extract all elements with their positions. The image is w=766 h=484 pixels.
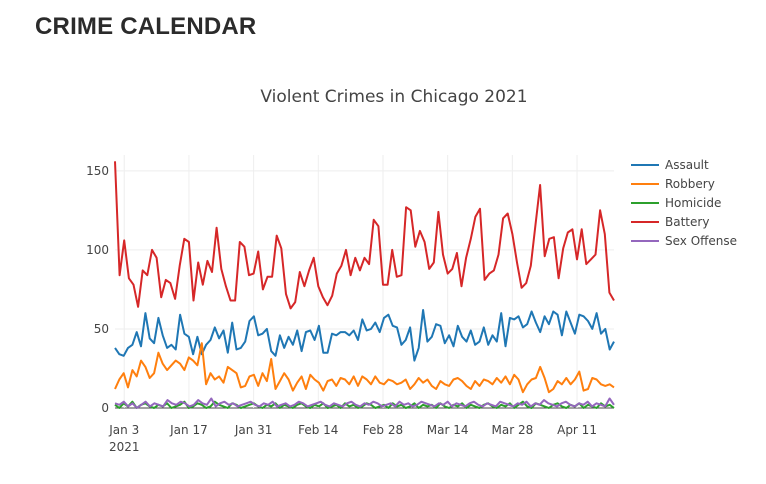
chart-title: Violent Crimes in Chicago 2021 [260,87,527,107]
x-axis: Jan 3 2021 Jan 17 Jan 31 Feb 14 Feb 28 Mar 14 M… [108,423,597,454]
y-tick-label: 0 [101,401,109,415]
series-line-assault [114,309,615,362]
x-tick-label: Mar 28 [491,423,533,437]
legend-item-battery[interactable]: Battery [631,215,709,229]
legend-item-homicide[interactable]: Homicide [631,196,721,210]
x-tick-label: Feb 28 [363,423,403,437]
y-tick-label: 100 [86,243,109,257]
x-tick-label: Jan 17 [169,423,208,437]
series-line-sex-offense [114,397,615,409]
x-tick-label: Jan 31 [234,423,273,437]
y-axis: 0 50 100 150 [86,164,109,415]
page-title: CRIME CALENDAR [35,13,257,40]
y-tick-label: 150 [86,164,109,178]
series-line-battery [114,161,615,310]
legend-label: Battery [665,215,709,229]
x-tick-label: Feb 14 [298,423,338,437]
chart-legend[interactable]: Assault Robbery Homicide Battery Sex Offense [631,158,737,248]
legend-label: Sex Offense [665,234,737,248]
legend-label: Assault [665,158,709,172]
y-tick-label: 50 [94,322,109,336]
series-line-homicide [114,400,615,409]
chart-plot-area [114,161,615,409]
x-tick-label: Jan 3 [108,423,139,437]
legend-item-robbery[interactable]: Robbery [631,177,715,191]
legend-label: Robbery [665,177,715,191]
x-tick-label: Mar 14 [427,423,469,437]
x-tick-sublabel: 2021 [109,440,140,454]
legend-item-sex-offense[interactable]: Sex Offense [631,234,737,248]
legend-item-assault[interactable]: Assault [631,158,709,172]
legend-label: Homicide [665,196,721,210]
x-tick-label: Apr 11 [557,423,597,437]
series-line-robbery [114,342,615,394]
